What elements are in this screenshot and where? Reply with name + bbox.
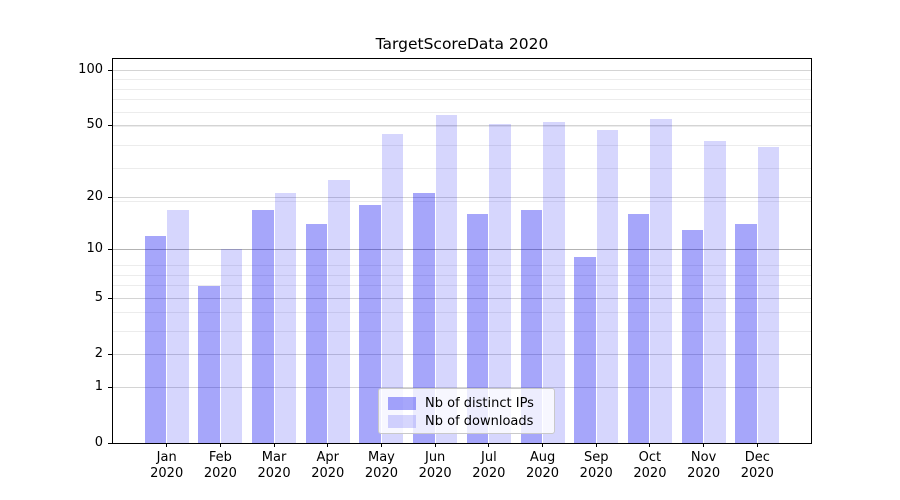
- y-gridline-minor: [113, 167, 811, 169]
- y-tick-label: 0: [94, 435, 103, 450]
- y-tick-mark: [108, 297, 113, 299]
- x-tick-mark: [649, 443, 651, 447]
- x-tick-label: Mar 2020: [257, 450, 291, 481]
- legend-item-downloads: Nb of downloads: [388, 412, 554, 430]
- bar-nb-of-distinct-ips-aug-2020: [520, 209, 543, 443]
- y-tick-mark: [108, 442, 113, 444]
- legend-item-distinct-ips: Nb of distinct IPs: [388, 394, 554, 412]
- x-tick-mark: [703, 443, 705, 447]
- y-tick-label: 50: [86, 117, 103, 133]
- x-tick-mark: [273, 443, 275, 447]
- bar-nb-of-downloads-oct-2020: [650, 119, 672, 443]
- plot-area: [112, 58, 812, 444]
- y-gridline-major: [113, 69, 811, 71]
- bar-nb-of-distinct-ips-apr-2020: [305, 224, 328, 443]
- y-tick-mark: [108, 353, 113, 355]
- y-gridline-major: [113, 353, 811, 355]
- bar-nb-of-downloads-jun-2020: [435, 114, 458, 443]
- legend-label-downloads: Nb of downloads: [425, 413, 534, 429]
- x-tick-label: Apr 2020: [311, 450, 345, 481]
- y-tick-label: 20: [86, 189, 103, 205]
- y-gridline-major: [113, 297, 811, 299]
- bar-nb-of-distinct-ips-feb-2020: [198, 285, 220, 443]
- x-tick-label: May 2020: [364, 450, 398, 481]
- y-gridline-minor: [113, 285, 811, 287]
- y-gridline-major: [113, 248, 811, 250]
- y-gridline-major: [113, 196, 811, 198]
- bar-nb-of-distinct-ips-jul-2020: [466, 214, 489, 443]
- x-tick-mark: [219, 443, 221, 447]
- x-tick-label: Sep 2020: [579, 450, 613, 481]
- x-tick-label: Jul 2020: [472, 450, 506, 481]
- bar-nb-of-distinct-ips-sep-2020: [574, 256, 596, 443]
- legend-label-distinct-ips: Nb of distinct IPs: [425, 395, 534, 411]
- x-tick-label: Oct 2020: [633, 450, 667, 481]
- x-tick-mark: [327, 443, 329, 447]
- x-tick-mark: [380, 443, 382, 447]
- y-gridline-minor: [113, 200, 811, 202]
- y-gridline-minor: [113, 111, 811, 113]
- bar-nb-of-distinct-ips-oct-2020: [627, 214, 650, 443]
- bar-nb-of-downloads-dec-2020: [757, 147, 780, 443]
- legend-swatch-downloads: [388, 414, 416, 428]
- x-tick-mark: [756, 443, 758, 447]
- bar-nb-of-distinct-ips-dec-2020: [735, 224, 757, 443]
- y-tick-label: 1: [94, 379, 103, 394]
- y-tick-mark: [108, 69, 113, 71]
- bar-nb-of-downloads-apr-2020: [328, 179, 350, 443]
- y-tick-mark: [108, 248, 113, 250]
- bar-nb-of-distinct-ips-jan-2020: [144, 235, 167, 443]
- y-gridline-minor: [113, 274, 811, 276]
- x-tick-mark: [542, 443, 544, 447]
- y-tick-mark: [108, 386, 113, 388]
- bar-nb-of-downloads-sep-2020: [596, 130, 619, 443]
- y-gridline-minor: [113, 126, 811, 128]
- y-gridline-minor: [113, 330, 811, 332]
- bar-nb-of-distinct-ips-mar-2020: [252, 209, 274, 443]
- x-tick-mark: [434, 443, 436, 447]
- bar-nb-of-downloads-nov-2020: [704, 141, 726, 443]
- x-tick-label: Dec 2020: [740, 450, 774, 481]
- bar-nb-of-downloads-feb-2020: [220, 249, 243, 443]
- bar-nb-of-downloads-aug-2020: [543, 122, 565, 443]
- y-gridline-major: [113, 386, 811, 388]
- bar-nb-of-distinct-ips-nov-2020: [681, 229, 704, 443]
- bar-nb-of-distinct-ips-jun-2020: [413, 193, 435, 443]
- x-tick-label: Aug 2020: [525, 450, 560, 481]
- legend: Nb of distinct IPs Nb of downloads: [378, 388, 555, 434]
- y-gridline-minor: [113, 88, 811, 90]
- legend-swatch-distinct-ips: [388, 396, 416, 410]
- y-tick-mark: [108, 124, 113, 126]
- x-tick-label: Nov 2020: [687, 450, 721, 481]
- y-gridline-minor: [113, 99, 811, 101]
- y-tick-label: 100: [78, 62, 103, 78]
- chart-title: TargetScoreData 2020: [375, 35, 549, 53]
- x-tick-mark: [488, 443, 490, 447]
- y-gridline-minor: [113, 144, 811, 146]
- y-tick-mark: [108, 196, 113, 198]
- bar-nb-of-downloads-jan-2020: [167, 209, 189, 443]
- x-tick-mark: [166, 443, 168, 447]
- x-tick-label: Jun 2020: [418, 450, 452, 481]
- y-gridline-minor: [113, 312, 811, 314]
- x-tick-label: Feb 2020: [203, 450, 237, 481]
- bar-nb-of-distinct-ips-may-2020: [359, 205, 381, 443]
- y-gridline-minor: [113, 79, 811, 80]
- y-gridline-major: [113, 124, 811, 126]
- y-tick-label: 5: [94, 290, 103, 306]
- bar-nb-of-downloads-jul-2020: [489, 123, 511, 443]
- bar-nb-of-downloads-may-2020: [381, 133, 404, 443]
- y-tick-label: 2: [94, 346, 103, 362]
- bar-nb-of-downloads-mar-2020: [274, 193, 297, 443]
- y-tick-label: 10: [86, 241, 103, 257]
- y-gridline-minor: [113, 265, 811, 266]
- x-tick-mark: [595, 443, 597, 447]
- x-tick-label: Jan 2020: [150, 450, 184, 481]
